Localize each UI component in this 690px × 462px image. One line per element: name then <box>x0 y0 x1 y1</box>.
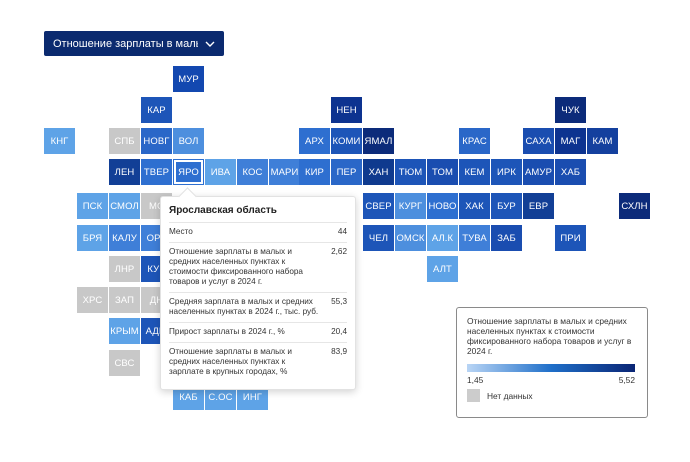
dropdown-label: Отношение зарплаты в малы... <box>53 37 198 50</box>
region-tile[interactable]: ЧУК <box>555 97 586 123</box>
region-tile[interactable]: СПБ <box>109 128 140 154</box>
region-tile[interactable]: ОМСК <box>395 225 426 251</box>
region-tile[interactable]: КРЫМ <box>109 318 140 344</box>
region-tile[interactable]: ТВЕР <box>141 159 172 185</box>
tooltip-row-label: Отношение зарплаты в малых и средних нас… <box>169 347 293 376</box>
tooltip-row: Средняя зарплата в малых и средних насел… <box>169 292 347 322</box>
region-tile[interactable]: САХА <box>523 128 554 154</box>
region-tile[interactable]: ТОМ <box>427 159 458 185</box>
region-tile[interactable]: МАРИ <box>269 159 300 185</box>
nodata-label: Нет данных <box>487 390 533 401</box>
region-tile[interactable]: ЛНР <box>109 256 140 282</box>
legend-ticks: 1,45 5,52 <box>467 375 635 385</box>
region-tooltip: Ярославская область Место 44 Отношение з… <box>160 187 356 390</box>
region-tile[interactable]: ПРИ <box>555 225 586 251</box>
tooltip-row-value: 44 <box>337 227 347 236</box>
region-tile[interactable]: КАЛУ <box>109 225 140 251</box>
tooltip-row: Место 44 <box>169 222 347 242</box>
region-tile[interactable]: АМУР <box>523 159 554 185</box>
tooltip-row: Отношение зарплаты в малых и средних нас… <box>169 242 347 292</box>
region-tile[interactable]: ХАН <box>363 159 394 185</box>
tooltip-row-label: Место <box>169 227 193 236</box>
region-tile[interactable]: КОС <box>237 159 268 185</box>
region-tile[interactable]: СМОЛ <box>109 193 140 219</box>
region-tile[interactable]: ХРС <box>77 287 108 313</box>
region-tile[interactable]: МАГ <box>555 128 586 154</box>
region-tile[interactable]: КРАС <box>459 128 490 154</box>
region-tile[interactable]: МУР <box>173 66 204 92</box>
region-tile[interactable]: ИВА <box>205 159 236 185</box>
region-tile[interactable]: СВЕР <box>363 193 394 219</box>
region-tile[interactable]: КАМ <box>587 128 618 154</box>
region-tile[interactable]: АЛ.К <box>427 225 458 251</box>
nodata-swatch <box>467 389 480 402</box>
tooltip-row-value: 2,62 <box>331 247 347 256</box>
region-tile[interactable]: ПЕР <box>331 159 362 185</box>
region-tile[interactable]: ИРК <box>491 159 522 185</box>
legend-nodata: Нет данных <box>467 389 637 402</box>
legend-gradient-bar <box>467 364 635 372</box>
region-tile[interactable]: ЗАБ <box>491 225 522 251</box>
region-tile[interactable]: БРЯ <box>77 225 108 251</box>
tooltip-title: Ярославская область <box>169 205 277 216</box>
tooltip-row: Прирост зарплаты в 2024 г., % 20,4 <box>169 322 347 342</box>
tooltip-row-value: 55,3 <box>331 297 347 306</box>
tooltip-row-label: Отношение зарплаты в малых и средних нас… <box>169 247 303 286</box>
region-tile[interactable]: НЕН <box>331 97 362 123</box>
region-tile[interactable]: НОВГ <box>141 128 172 154</box>
tooltip-row: Отношение зарплаты в малых и средних нас… <box>169 342 347 382</box>
region-tile[interactable]: ВОЛ <box>173 128 204 154</box>
region-tile[interactable]: КАР <box>141 97 172 123</box>
region-tile[interactable]: КОМИ <box>331 128 362 154</box>
region-tile[interactable]: ЕВР <box>523 193 554 219</box>
chevron-down-icon <box>205 41 215 47</box>
region-tile[interactable]: ТЮМ <box>395 159 426 185</box>
region-tile[interactable]: ПСК <box>77 193 108 219</box>
color-legend: Отношение зарплаты в малых и средних нас… <box>456 307 648 418</box>
region-tile[interactable]: КИР <box>299 159 330 185</box>
region-tile[interactable]: СВС <box>109 350 140 376</box>
region-tile[interactable]: ХАБ <box>555 159 586 185</box>
tooltip-row-value: 20,4 <box>331 327 347 336</box>
region-tile[interactable]: ЯРО <box>173 159 204 185</box>
legend-max: 5,52 <box>618 375 635 385</box>
region-tile[interactable]: КНГ <box>44 128 75 154</box>
region-tile[interactable]: АРХ <box>299 128 330 154</box>
region-tile[interactable]: ХАК <box>459 193 490 219</box>
region-tile[interactable]: СХЛН <box>619 193 650 219</box>
region-tile[interactable]: ТУВА <box>459 225 490 251</box>
region-tile[interactable]: ЧЕЛ <box>363 225 394 251</box>
indicator-dropdown[interactable]: Отношение зарплаты в малы... <box>44 31 224 56</box>
region-tile[interactable]: ЗАП <box>109 287 140 313</box>
tooltip-row-value: 83,9 <box>331 347 347 356</box>
tooltip-row-label: Средняя зарплата в малых и средних насел… <box>169 297 319 316</box>
region-tile[interactable]: НОВО <box>427 193 458 219</box>
legend-min: 1,45 <box>467 375 484 385</box>
region-tile[interactable]: АЛТ <box>427 256 458 282</box>
region-tile[interactable]: КЕМ <box>459 159 490 185</box>
region-tile[interactable]: ЯМАЛ <box>363 128 394 154</box>
region-tile[interactable]: ЛЕН <box>109 159 140 185</box>
tooltip-row-label: Прирост зарплаты в 2024 г., % <box>169 327 285 336</box>
region-tile[interactable]: КУРГ <box>395 193 426 219</box>
region-tile[interactable]: БУР <box>491 193 522 219</box>
legend-title: Отношение зарплаты в малых и средних нас… <box>467 316 632 356</box>
